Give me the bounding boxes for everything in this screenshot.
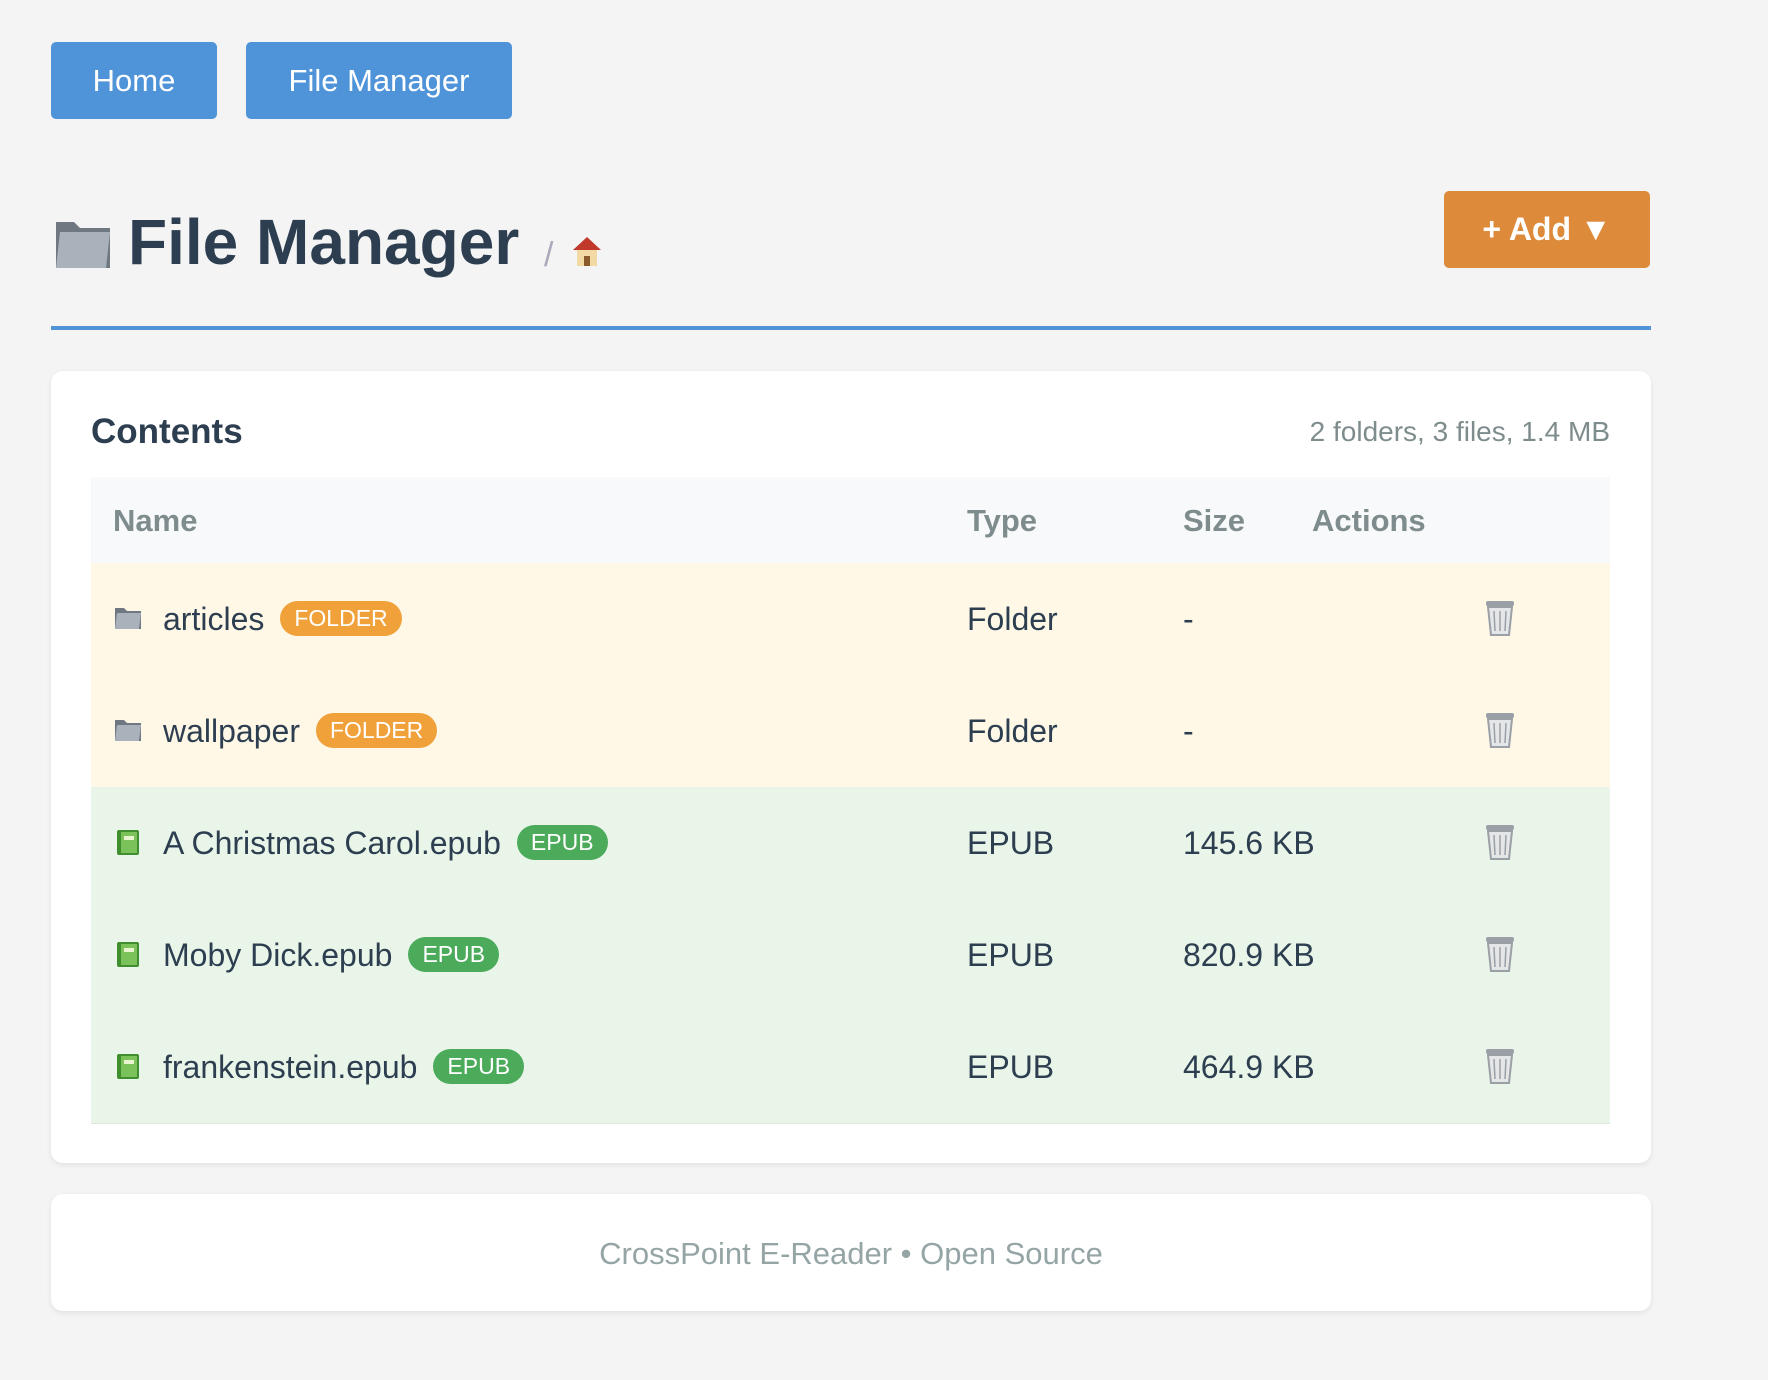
file-size: - (1183, 601, 1194, 637)
contents-title: Contents (91, 412, 243, 451)
footer-text: CrossPoint E-Reader • Open Source (599, 1236, 1103, 1271)
breadcrumb-separator: / (544, 236, 554, 274)
delete-button[interactable] (1482, 933, 1518, 978)
file-badge: FOLDER (280, 601, 402, 636)
file-name-cell: Moby Dick.epub EPUB (163, 937, 500, 974)
file-name[interactable]: Moby Dick.epub (163, 937, 393, 973)
file-type: EPUB (967, 1049, 1055, 1085)
file-type: EPUB (967, 825, 1055, 861)
header-rule (51, 326, 1651, 330)
file-name[interactable]: frankenstein.epub (163, 1049, 418, 1085)
file-name[interactable]: A Christmas Carol.epub (163, 825, 501, 861)
file-type: Folder (967, 601, 1058, 637)
delete-button[interactable] (1482, 597, 1518, 642)
delete-button[interactable] (1482, 1045, 1518, 1090)
file-badge: FOLDER (315, 713, 438, 748)
file-badge: EPUB (408, 937, 500, 972)
file-row[interactable]: A Christmas Carol.epub EPUB EPUB 145.6 KB (91, 787, 1610, 900)
file-badge: EPUB (433, 1049, 525, 1084)
contents-summary: 2 folders, 3 files, 1.4 MB (1309, 416, 1610, 447)
file-size: 820.9 KB (1183, 937, 1315, 973)
file-name-cell: frankenstein.epub EPUB (163, 1049, 525, 1086)
file-name-cell: wallpaper FOLDER (163, 713, 438, 750)
delete-button[interactable] (1482, 709, 1518, 754)
column-header: Type (967, 503, 1038, 538)
footer-card: CrossPoint E-Reader • Open Source (51, 1194, 1651, 1311)
folder-icon (113, 603, 143, 636)
file-badge: EPUB (516, 825, 608, 860)
nav-home[interactable]: Home (51, 42, 217, 119)
column-header: Size (1183, 503, 1246, 538)
file-row[interactable]: Moby Dick.epub EPUB EPUB 820.9 KB (91, 899, 1610, 1012)
book-icon (113, 1051, 143, 1086)
column-header: Name (113, 503, 198, 538)
file-name-cell: articles FOLDER (163, 601, 402, 638)
delete-button[interactable] (1482, 821, 1518, 866)
book-icon (113, 827, 143, 862)
add-button[interactable]: + Add ▼ (1444, 191, 1650, 268)
folder-icon (56, 222, 110, 268)
file-name[interactable]: articles (163, 601, 265, 637)
file-row[interactable]: articles FOLDER Folder - (91, 563, 1610, 676)
table-header: Name Type Size Actions (91, 477, 1610, 565)
file-size: - (1183, 713, 1194, 749)
nav-file-manager[interactable]: File Manager (246, 42, 512, 119)
file-row[interactable]: wallpaper FOLDER Folder - (91, 675, 1610, 788)
page-title: File Manager (128, 206, 520, 278)
column-header: Actions (1312, 503, 1426, 538)
book-icon (113, 939, 143, 974)
home-icon[interactable] (570, 234, 604, 268)
file-name[interactable]: wallpaper (163, 713, 300, 749)
folder-icon (113, 715, 143, 748)
file-size: 145.6 KB (1183, 825, 1315, 861)
file-type: EPUB (967, 937, 1055, 973)
file-size: 464.9 KB (1183, 1049, 1315, 1085)
file-type: Folder (967, 713, 1058, 749)
file-name-cell: A Christmas Carol.epub EPUB (163, 825, 608, 862)
file-row[interactable]: frankenstein.epub EPUB EPUB 464.9 KB (91, 1011, 1610, 1124)
